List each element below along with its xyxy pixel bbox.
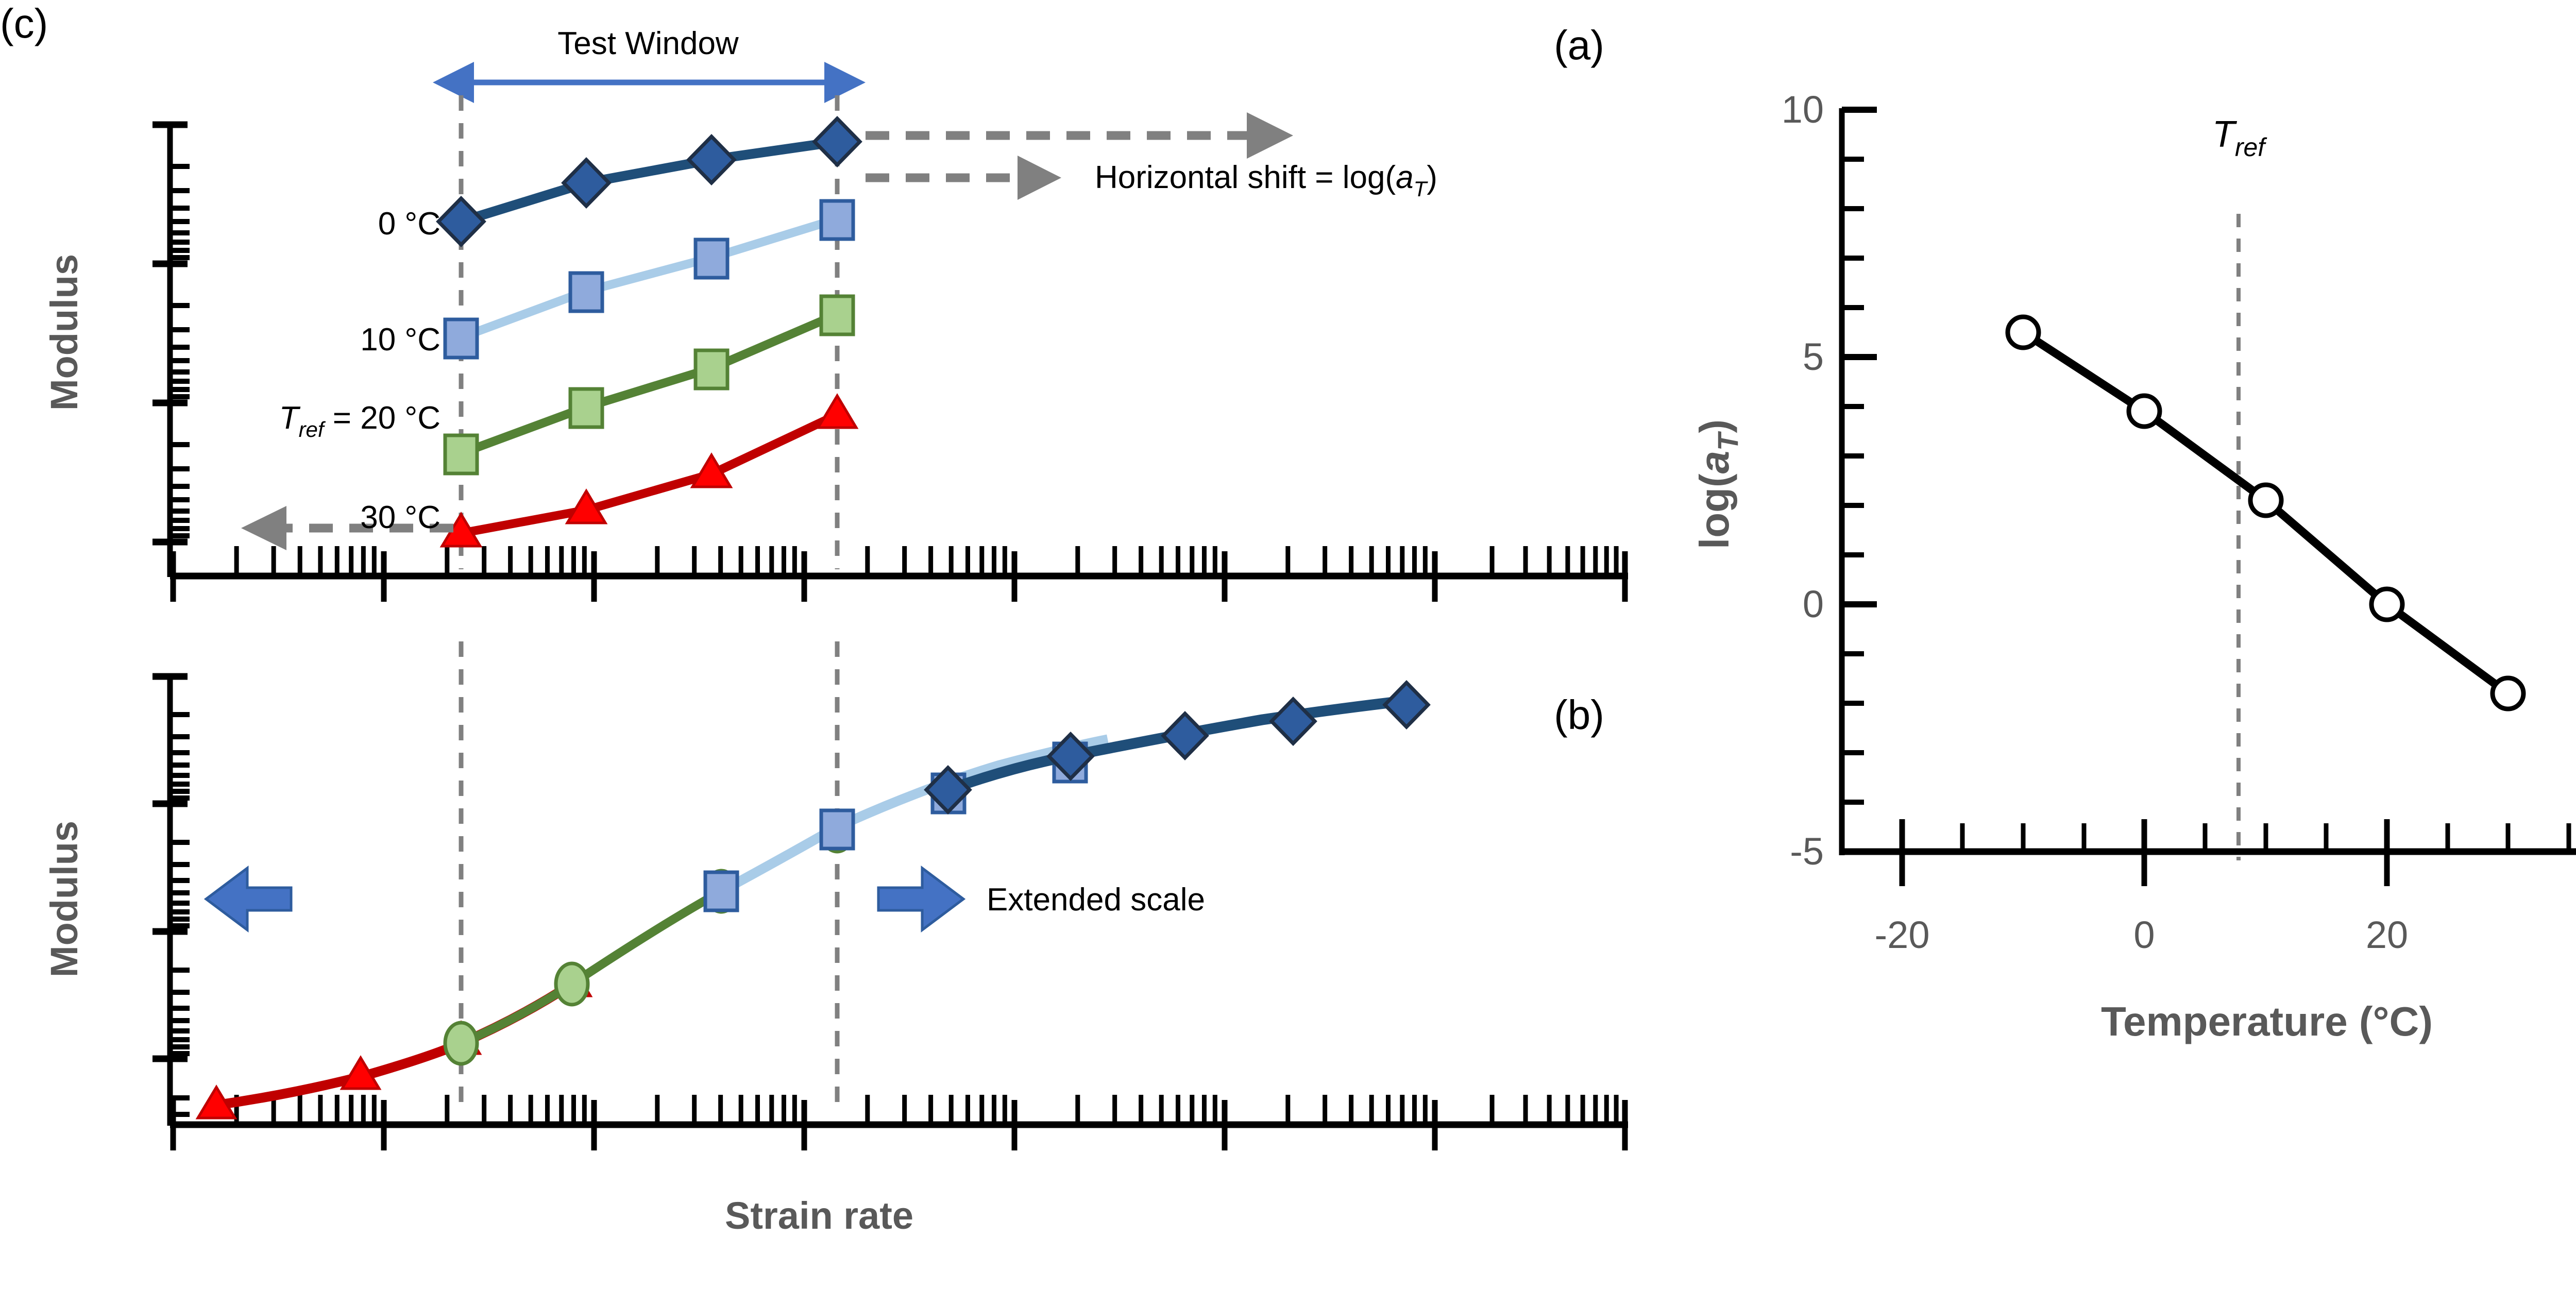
data-point (2490, 675, 2526, 711)
extended-scale-label: Extended scale (987, 882, 1205, 918)
panel-c-x-axis: -20 0 20 40 (1842, 819, 2576, 956)
series-0c (436, 115, 862, 248)
ylabc-italic: a (1691, 451, 1737, 474)
label-tref-20c: Tref = 20 °C (279, 400, 440, 442)
shift-arrow-top (866, 112, 1293, 159)
panel-c-label-overlay: (c) (0, 1, 48, 46)
label-30c: 30 °C (360, 500, 440, 535)
panel-c-xtick-20: 20 (2366, 913, 2408, 956)
panel-c-series (2005, 314, 2526, 711)
panel-a-label: (a) (1554, 22, 1604, 68)
panel-b-y-axis (152, 673, 190, 1126)
horizontal-shift-label: Horizontal shift = log(aT) (1095, 160, 1437, 201)
data-point (2369, 586, 2405, 622)
panel-c-ytick-0: 0 (1803, 583, 1824, 625)
panel-b-xlabel: Strain rate (725, 1194, 913, 1237)
panel-c-tref-label: Tref (2212, 114, 2267, 162)
panel-a-chart: Test Window Modulus (43, 22, 1628, 602)
panel-c-ytick-10: 10 (1782, 88, 1824, 131)
panel-c-chart: Tref 10 5 0 -5 log(aT) (1691, 88, 2576, 1044)
shift-arrow-second (866, 156, 1061, 200)
panel-b-chart: Modulus (43, 641, 1628, 1237)
series-30c (439, 393, 859, 548)
panel-b-label: (b) (1554, 692, 1604, 738)
panel-b-ylabel: Modulus (43, 821, 86, 977)
hs-post: ) (1427, 160, 1437, 195)
panel-c-y-axis: 10 5 0 -5 (1782, 88, 1877, 873)
panel-a-ylabel: Modulus (43, 254, 86, 411)
series-20c (443, 294, 855, 476)
series-10c (443, 199, 855, 360)
label-10c: 10 °C (360, 322, 440, 358)
panel-c-xtick-0: 0 (2133, 913, 2155, 956)
panel-c-xtick-m20: -20 (1875, 913, 1930, 956)
trefc-sub: ref (2235, 133, 2267, 162)
ylabc-pre: log( (1691, 473, 1737, 549)
extend-arrow-left (204, 866, 293, 933)
test-window-label: Test Window (557, 26, 739, 61)
data-point (2126, 393, 2162, 429)
hs-sub: T (1414, 177, 1429, 201)
label-0c: 0 °C (378, 206, 440, 242)
tref-sub: ref (299, 417, 326, 442)
panel-b-x-axis (170, 1095, 1628, 1150)
panel-a-y-axis (152, 121, 190, 577)
extend-arrow-right (877, 866, 966, 933)
ylabc-post: ) (1691, 419, 1737, 433)
test-window-arrow (433, 62, 866, 103)
hs-pre: Horizontal shift = log( (1095, 160, 1396, 195)
data-point (2248, 482, 2284, 518)
panel-c-xlabel: Temperature (°C) (2101, 998, 2433, 1044)
series-b-navy (924, 680, 1431, 815)
tref-main: T (279, 400, 301, 436)
panel-a-x-axis (170, 546, 1628, 602)
hs-italic: a (1396, 160, 1413, 195)
panel-c-ytick-m5: -5 (1790, 830, 1824, 873)
trefc-main: T (2212, 114, 2238, 155)
panel-c-ytick-5: 5 (1803, 335, 1824, 378)
ylabc-sub: T (1711, 431, 1744, 451)
shift-arrow-left (241, 506, 453, 550)
panel-c-ylabel: log(aT) (1691, 419, 1744, 549)
data-point (2005, 314, 2041, 350)
